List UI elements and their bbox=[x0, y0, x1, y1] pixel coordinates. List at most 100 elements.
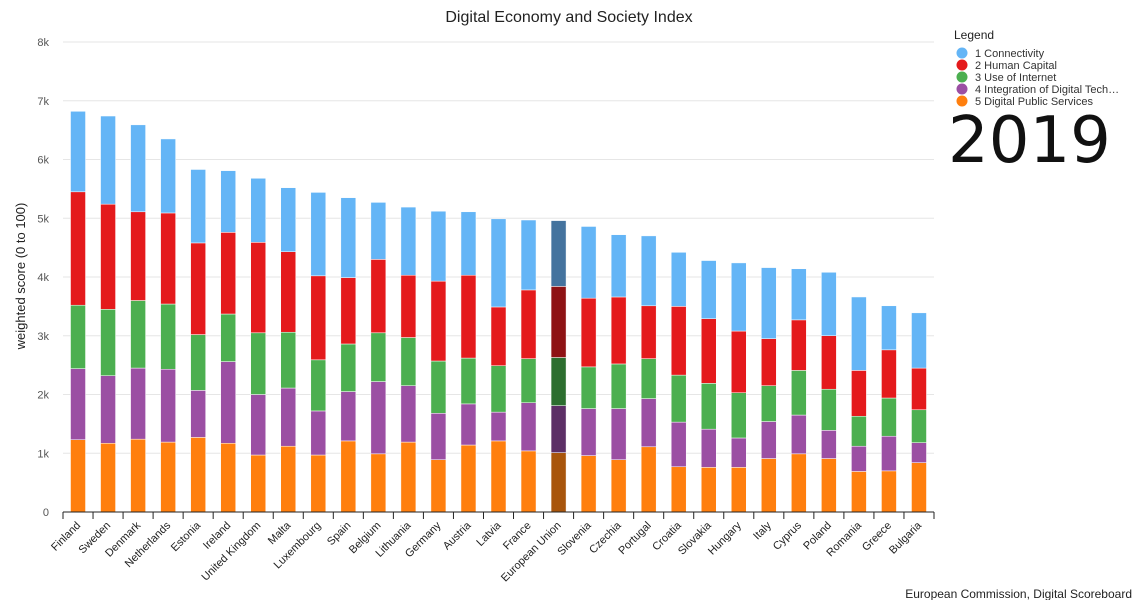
legend-entry: 3 Use of Internet bbox=[975, 72, 1056, 84]
bar-segment bbox=[851, 415, 867, 447]
bar-segment bbox=[580, 226, 597, 299]
y-tick-label: 6k bbox=[37, 155, 49, 167]
bar-segment bbox=[761, 338, 777, 386]
bar-segment bbox=[731, 392, 747, 439]
source-credit: European Commission, Digital Scoreboard bbox=[905, 587, 1132, 600]
y-tick-label: 0 bbox=[43, 507, 49, 519]
bar-segment bbox=[911, 442, 927, 463]
bar-segment bbox=[580, 408, 597, 456]
x-tick-label: Estonia bbox=[169, 519, 204, 554]
bar-segment bbox=[190, 169, 206, 244]
y-tick-label: 8k bbox=[37, 37, 49, 49]
bar-stack bbox=[460, 211, 477, 513]
bar-segment bbox=[550, 357, 567, 406]
bar-segment bbox=[821, 430, 837, 459]
bar-segment bbox=[821, 458, 837, 513]
bar-segment bbox=[250, 394, 266, 456]
bar-segment bbox=[310, 192, 327, 277]
bar-segment bbox=[580, 455, 597, 513]
bar-segment bbox=[520, 289, 537, 359]
bar-segment bbox=[310, 275, 327, 361]
bar-segment bbox=[700, 318, 717, 384]
bar-segment bbox=[490, 218, 507, 308]
bar-segment bbox=[460, 211, 477, 276]
bar-segment bbox=[610, 234, 627, 298]
bar-segment bbox=[550, 405, 567, 453]
bar-segment bbox=[370, 453, 387, 513]
bar-segment bbox=[851, 471, 867, 513]
bar-segment bbox=[640, 398, 657, 448]
bar-segment bbox=[220, 361, 236, 444]
bar-segment bbox=[280, 445, 297, 513]
bar-segment bbox=[160, 212, 176, 305]
bar-stack bbox=[520, 219, 537, 513]
bar-segment bbox=[220, 232, 236, 315]
bar-segment bbox=[640, 305, 657, 359]
bar-segment bbox=[100, 115, 116, 205]
bar-segment bbox=[731, 262, 747, 332]
bar-segment bbox=[70, 439, 86, 513]
bar-segment bbox=[280, 251, 297, 333]
bar-segment bbox=[280, 187, 297, 252]
bar-segment bbox=[190, 334, 206, 391]
bar-segment bbox=[70, 304, 86, 369]
bar-stack bbox=[280, 187, 297, 513]
bar-segment bbox=[640, 235, 657, 307]
bar-segment bbox=[821, 388, 837, 431]
bar-segment bbox=[370, 381, 387, 455]
bar-stack bbox=[310, 192, 327, 513]
bar-segment bbox=[400, 337, 417, 386]
bar-segment bbox=[670, 306, 687, 376]
bar-stack bbox=[370, 202, 387, 513]
legend-swatch bbox=[956, 83, 968, 95]
bar-segment bbox=[430, 360, 447, 414]
bar-segment bbox=[610, 459, 627, 513]
bar-segment bbox=[550, 286, 567, 358]
bar-stack bbox=[550, 220, 567, 513]
bar-segment bbox=[400, 206, 417, 276]
bar-stack bbox=[400, 206, 417, 513]
y-tick-label: 1k bbox=[37, 448, 49, 460]
bar-stack bbox=[130, 124, 146, 513]
bar-segment bbox=[670, 252, 687, 307]
bar-segment bbox=[761, 385, 777, 422]
bar-segment bbox=[821, 272, 837, 336]
bar-segment bbox=[460, 444, 477, 513]
bar-stack bbox=[791, 268, 807, 513]
legend-swatch bbox=[956, 95, 968, 107]
bar-segment bbox=[190, 390, 206, 438]
x-tick-label: Slovenia bbox=[555, 519, 594, 558]
bar-segment bbox=[490, 411, 507, 442]
bar-segment bbox=[791, 268, 807, 321]
year-label: 2019 bbox=[948, 104, 1111, 178]
bar-segment bbox=[340, 391, 357, 442]
bar-segment bbox=[310, 410, 327, 456]
bar-segment bbox=[310, 359, 327, 412]
bar-segment bbox=[250, 242, 266, 334]
bar-segment bbox=[881, 470, 897, 513]
bar-segment bbox=[460, 357, 477, 405]
legend-swatch bbox=[956, 59, 968, 71]
bar-stack bbox=[580, 226, 597, 513]
bar-segment bbox=[190, 242, 206, 335]
bar-segment bbox=[130, 211, 146, 301]
bar-segment bbox=[340, 197, 357, 278]
bar-segment bbox=[911, 462, 927, 513]
bar-segment bbox=[851, 445, 867, 472]
bar-segment bbox=[761, 458, 777, 513]
bar-segment bbox=[100, 203, 116, 310]
bar-stack bbox=[340, 197, 357, 513]
bar-segment bbox=[550, 452, 567, 513]
bar-segment bbox=[310, 454, 327, 513]
bar-stack bbox=[250, 178, 266, 513]
bar-segment bbox=[280, 387, 297, 447]
bar-segment bbox=[580, 297, 597, 368]
bar-segment bbox=[911, 367, 927, 411]
bar-segment bbox=[220, 443, 236, 513]
bar-segment bbox=[190, 437, 206, 513]
bar-segment bbox=[791, 319, 807, 371]
bar-stack bbox=[70, 111, 86, 513]
bar-segment bbox=[731, 437, 747, 468]
